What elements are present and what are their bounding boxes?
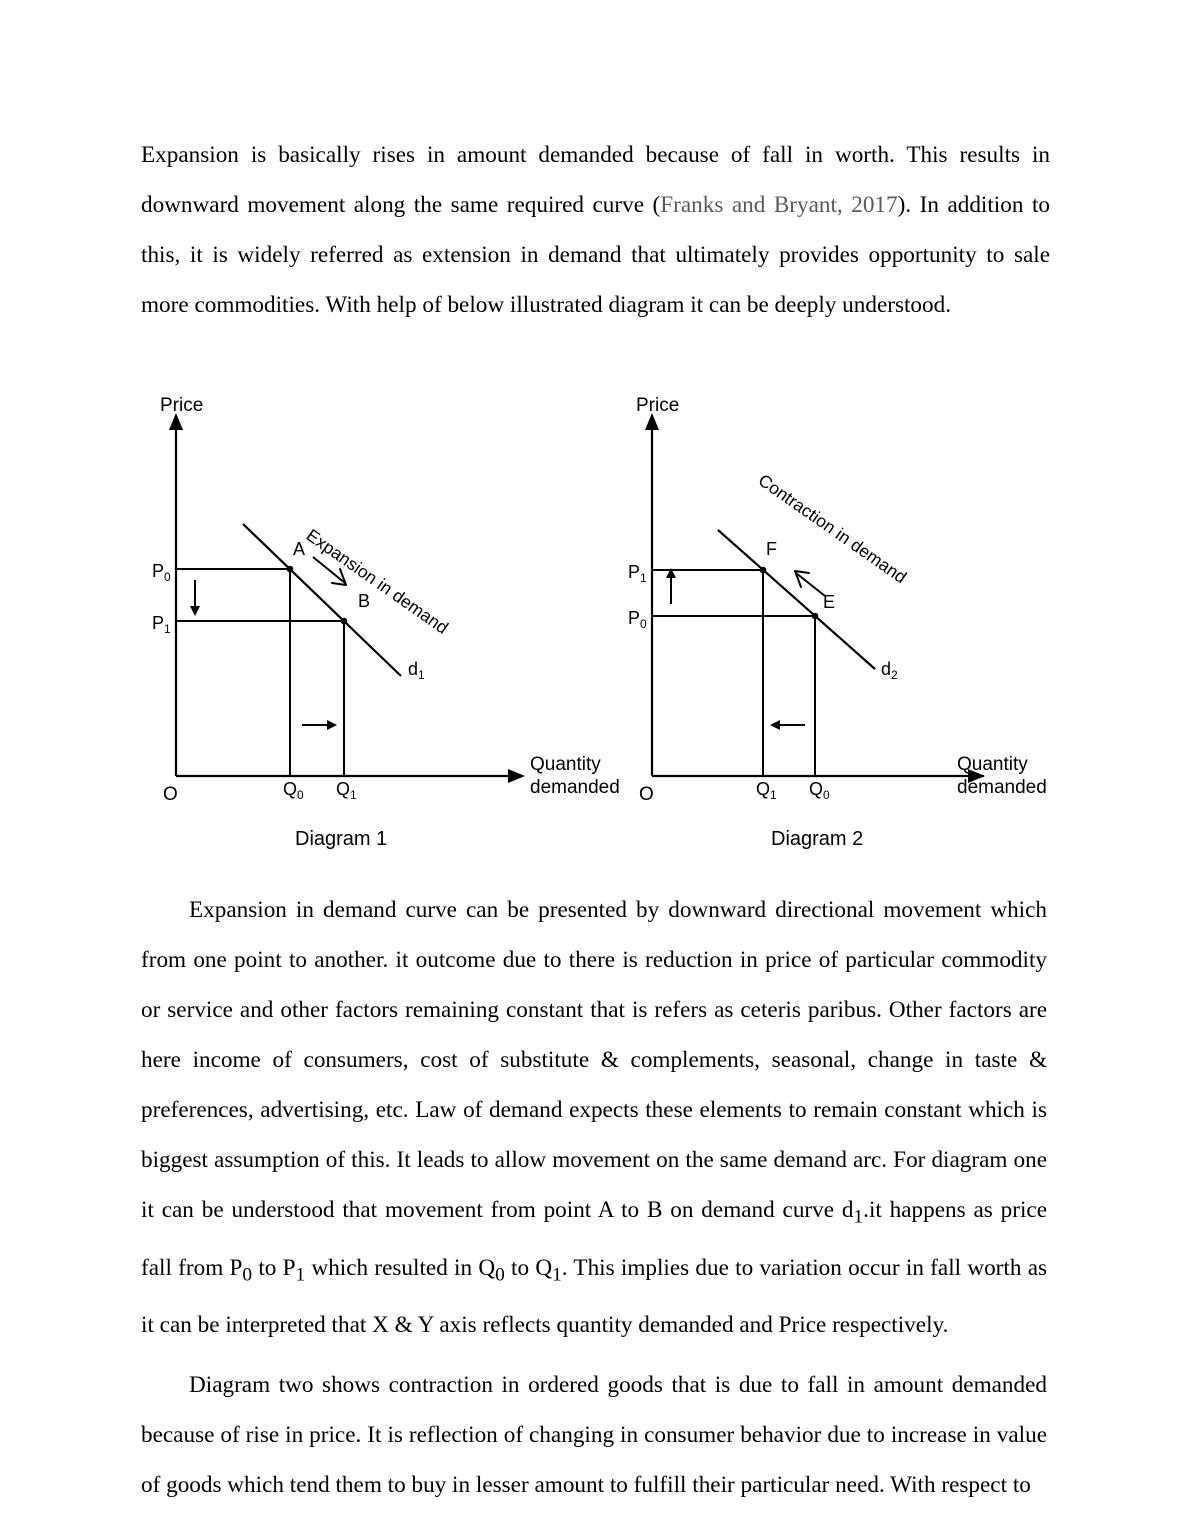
svg-text:P1: P1	[152, 613, 171, 636]
svg-text:d1: d1	[408, 659, 425, 682]
svg-text:F: F	[766, 539, 777, 559]
svg-text:O: O	[163, 784, 178, 805]
svg-text:Q0: Q0	[283, 779, 304, 802]
svg-text:O: O	[639, 784, 654, 805]
svg-text:Contraction in demand: Contraction in demand	[755, 470, 911, 587]
svg-text:Quantity: Quantity	[530, 754, 601, 775]
svg-text:Quantity: Quantity	[957, 754, 1028, 775]
svg-text:d2: d2	[881, 659, 898, 682]
svg-text:Price: Price	[160, 395, 203, 416]
svg-text:Q1: Q1	[336, 779, 357, 802]
svg-text:Diagram 2: Diagram 2	[771, 828, 863, 850]
svg-text:P0: P0	[628, 608, 647, 631]
svg-text:A: A	[293, 539, 305, 559]
svg-text:Diagram 1: Diagram 1	[295, 828, 387, 850]
svg-text:Q0: Q0	[809, 779, 830, 802]
svg-text:Q1: Q1	[756, 779, 777, 802]
svg-text:P1: P1	[628, 562, 647, 585]
svg-text:Price: Price	[636, 395, 679, 416]
svg-text:B: B	[358, 591, 370, 611]
svg-text:P0: P0	[152, 561, 171, 584]
svg-text:demanded: demanded	[957, 777, 1047, 798]
